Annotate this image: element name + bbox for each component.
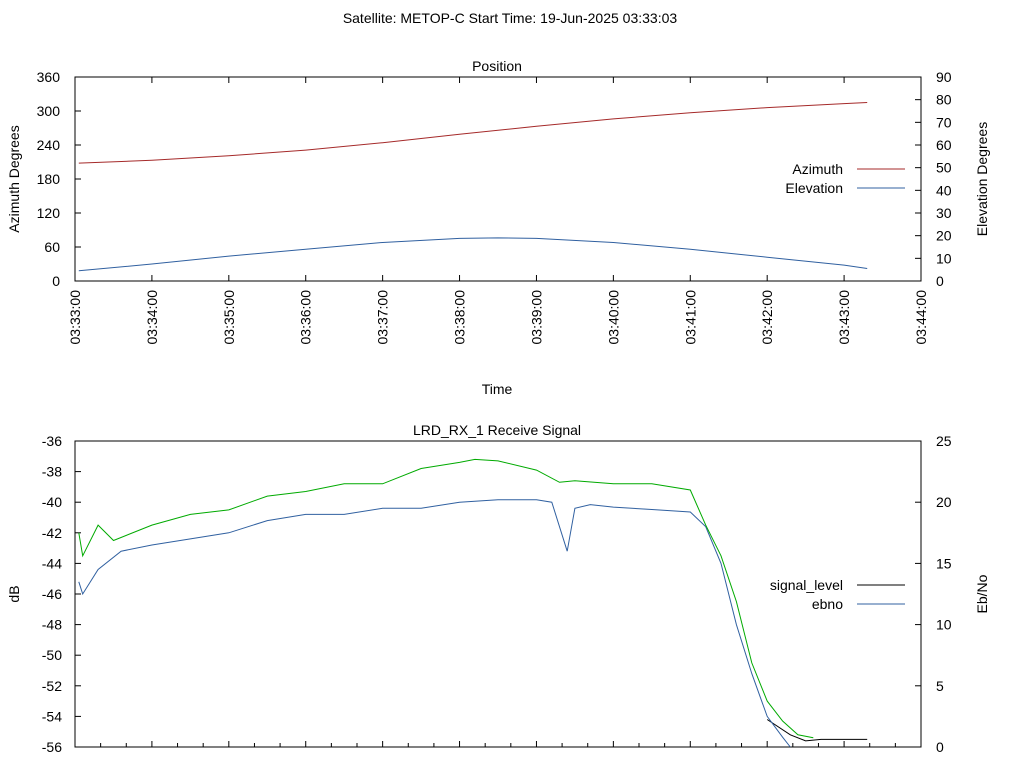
signal-y2-tick-label-0: 0 [936,739,944,755]
position-x-tick-label-3: 03:36:00 [298,290,314,345]
series-line-elevation [78,237,868,272]
series-line-unlabeled-2 [78,458,814,739]
position-x-axis-label: Time [482,381,513,397]
signal-y-tick-label-46: -46 [42,586,62,602]
series-line-azimuth [78,102,868,164]
position-y-tick-label-60: 60 [44,239,60,255]
legend-label-azimuth: Azimuth [792,161,843,177]
position-y2-axis: 0 10 20 30 40 50 60 70 80 90 [915,69,952,289]
signal-legend: signal_level ebno [770,577,905,612]
position-y2-tick-label-30: 30 [936,205,952,221]
position-y-tick-label-240: 240 [37,137,61,153]
position-y-tick-label-360: 360 [37,69,61,85]
legend-label-signal-level: signal_level [770,577,843,593]
signal-y2-tick-label-10: 10 [936,617,952,633]
signal-y-tick-label-50: -50 [42,647,62,663]
position-y2-tick-label-80: 80 [936,92,952,108]
signal-y-tick-label-44: -44 [42,555,62,571]
position-x-tick-label-1: 03:34:00 [144,290,160,345]
signal-y-tick-label-52: -52 [42,678,62,694]
signal-y-tick-label-42: -42 [42,525,62,541]
series-line-signal-level [766,719,868,742]
legend-label-elevation: Elevation [785,180,843,196]
position-x-tick-label-0: 03:33:00 [67,290,83,345]
position-y-tick-label-300: 300 [37,103,61,119]
position-y2-tick-label-20: 20 [936,228,952,244]
position-x-tick-label-4: 03:37:00 [375,290,391,345]
figure-title: Satellite: METOP-C Start Time: 19-Jun-20… [343,10,678,26]
signal-y2-axis-label: Eb/No [974,574,990,613]
position-series-group [78,102,868,272]
position-y-tick-label-120: 120 [37,205,61,221]
position-x-tick-label-10: 03:43:00 [836,290,852,345]
position-y2-tick-label-40: 40 [936,182,952,198]
position-plot-frame [74,76,922,282]
position-legend: Azimuth Elevation [785,161,905,196]
position-x-tick-label-6: 03:39:00 [528,290,544,345]
signal-y-tick-label-40: -40 [42,494,62,510]
signal-y2-axis: 0 5 10 15 20 25 [915,433,952,755]
signal-chart-title: LRD_RX_1 Receive Signal [413,422,581,438]
position-chart: Position 0 60 120 180 240 300 360 0 10 20 30 40 50 6… [6,58,990,397]
position-y2-tick-label-60: 60 [936,137,952,153]
signal-y-tick-label-56: -56 [42,739,62,755]
signal-chart: LRD_RX_1 Receive Signal -56-54-52-50-48-… [6,422,990,755]
signal-y-tick-label-38: -38 [42,464,62,480]
position-y-tick-label-180: 180 [37,171,61,187]
position-x-tick-label-7: 03:40:00 [605,290,621,345]
legend-label-ebno: ebno [812,596,843,612]
signal-y2-tick-label-20: 20 [936,494,952,510]
position-x-axis: 03:33:00 03:34:00 03:35:00 03:36:00 03:37:00… [67,77,929,345]
position-y2-tick-label-0: 0 [936,273,944,289]
signal-y-axis: -56 -54 -52 -50 -48 -46 -44 -42 -40 -38 -36 [42,433,81,755]
position-y-tick-label-0: 0 [52,273,60,289]
signal-y-tick-label-36: -36 [42,433,62,449]
signal-series-group [78,458,868,748]
position-y2-tick-label-50: 50 [936,160,952,176]
position-y-axis: 0 60 120 180 240 300 360 [37,69,81,289]
signal-y2-tick-label-25: 25 [936,433,952,449]
signal-y2-tick-label-5: 5 [936,678,944,694]
position-x-tick-label-9: 03:42:00 [759,290,775,345]
position-y2-tick-label-90: 90 [936,69,952,85]
position-y2-tick-label-70: 70 [936,114,952,130]
position-x-tick-label-11: 03:44:00 [913,290,929,345]
position-y2-axis-label: Elevation Degrees [974,122,990,236]
position-y-axis-label: Azimuth Degrees [6,125,22,232]
signal-x-axis [74,741,922,747]
signal-plot-frame [74,440,922,748]
series-line-ebno [78,499,791,748]
position-chart-title: Position [472,58,522,74]
signal-y-tick-label-48: -48 [42,617,62,633]
signal-y2-tick-label-15: 15 [936,555,952,571]
position-x-tick-label-8: 03:41:00 [682,290,698,345]
signal-y-axis-label: dB [6,585,22,602]
position-y2-tick-label-10: 10 [936,250,952,266]
position-x-tick-label-5: 03:38:00 [452,290,468,345]
signal-y-tick-label-54: -54 [42,708,62,724]
position-x-tick-label-2: 03:35:00 [221,290,237,345]
